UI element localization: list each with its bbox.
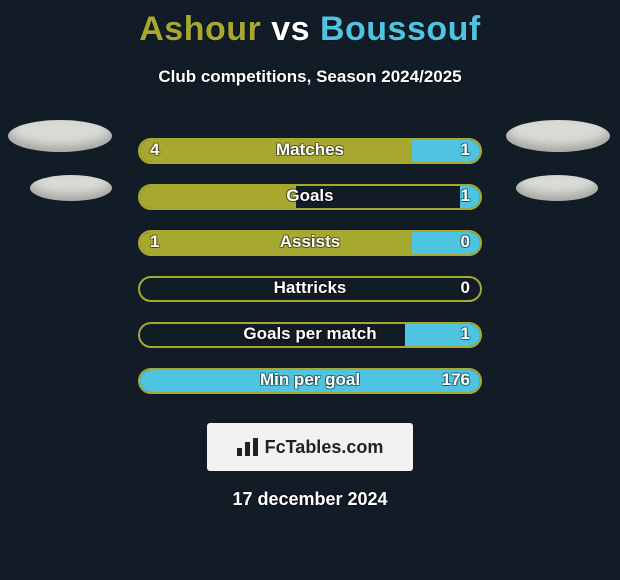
- stats-list: 41Matches1Goals10Assists0Hattricks1Goals…: [0, 135, 620, 411]
- stat-label: Matches: [0, 140, 620, 160]
- stat-label: Goals per match: [0, 324, 620, 344]
- stat-label: Assists: [0, 232, 620, 252]
- brand-bars-icon: [237, 438, 259, 456]
- stat-row: 1Goals: [0, 181, 620, 227]
- stat-row: 1Goals per match: [0, 319, 620, 365]
- brand-box: FcTables.com: [207, 423, 413, 471]
- player-left-name: Ashour: [139, 10, 261, 48]
- date-text: 17 december 2024: [0, 489, 620, 510]
- page-title: Ashour vs Boussouf: [0, 0, 620, 49]
- stat-row: 176Min per goal: [0, 365, 620, 411]
- player-right-name: Boussouf: [320, 10, 481, 48]
- stat-row: 0Hattricks: [0, 273, 620, 319]
- stat-label: Min per goal: [0, 370, 620, 390]
- stat-label: Hattricks: [0, 278, 620, 298]
- stat-label: Goals: [0, 186, 620, 206]
- stat-row: 10Assists: [0, 227, 620, 273]
- vs-word: vs: [271, 10, 310, 48]
- comparison-card: Ashour vs Boussouf Club competitions, Se…: [0, 0, 620, 580]
- stat-row: 41Matches: [0, 135, 620, 181]
- brand-text: FcTables.com: [265, 437, 384, 458]
- subtitle: Club competitions, Season 2024/2025: [0, 67, 620, 87]
